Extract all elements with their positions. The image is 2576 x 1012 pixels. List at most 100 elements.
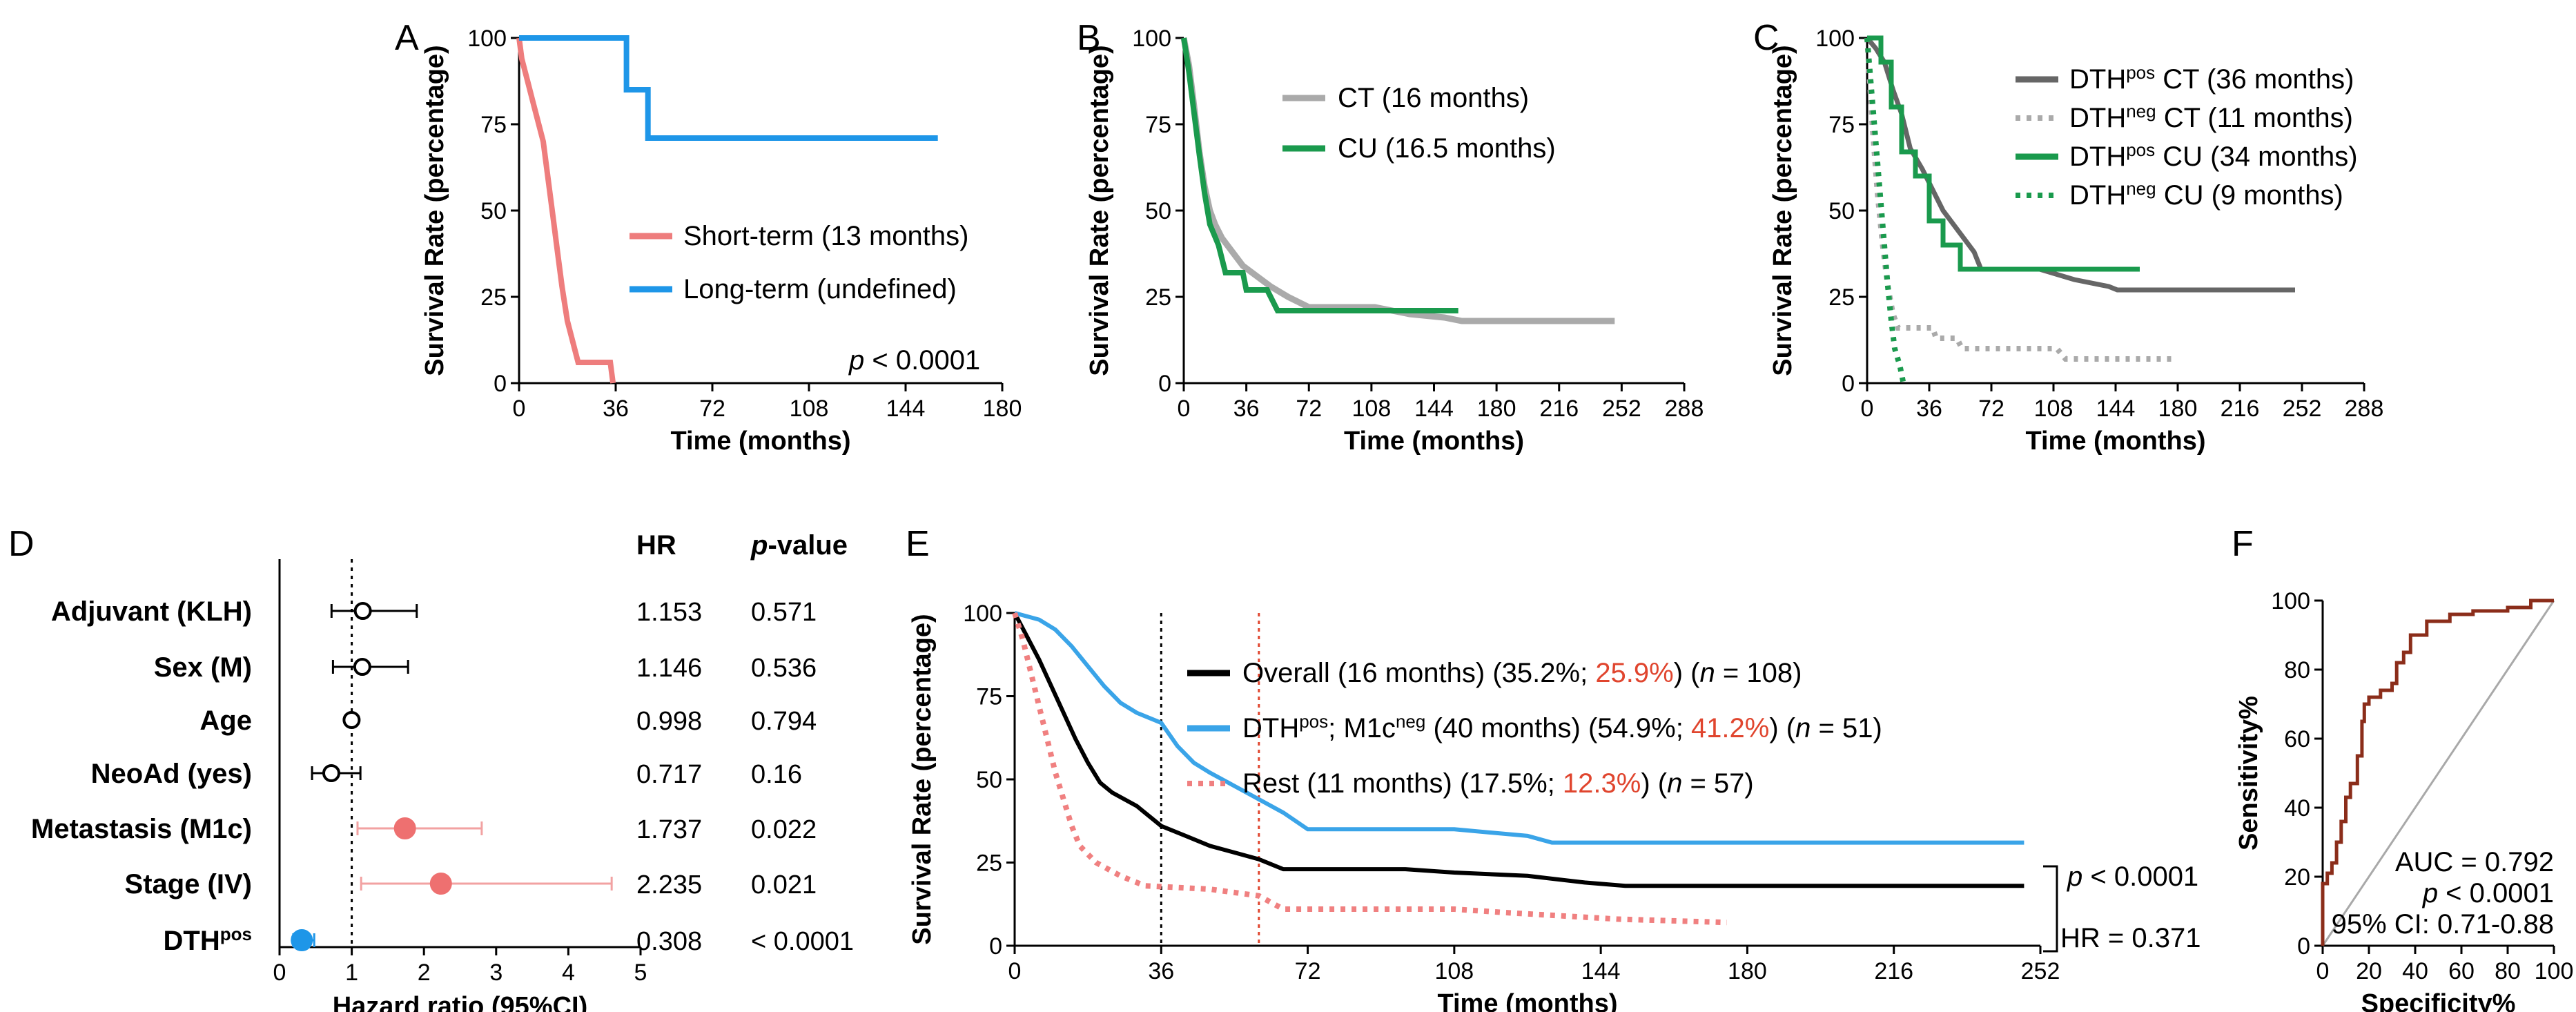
legend-text-main: DTH <box>1242 713 1299 743</box>
y-axis-title: Survival Rate (percentage) <box>1085 45 1114 376</box>
x-axis-title: Time (months) <box>670 427 850 456</box>
legend-text-post: ) ( <box>1769 713 1795 743</box>
legend-label-overall: Overall (16 months) (35.2%; 25.9%) (n = … <box>1242 658 1802 688</box>
legend-n-italic: n <box>1700 658 1715 688</box>
x-tick-label: 36 <box>1916 396 1942 422</box>
y-tick-label: 0 <box>2297 933 2310 960</box>
y-tick-label: 100 <box>2271 588 2310 614</box>
x-tick-label: 72 <box>1296 396 1322 422</box>
x-tick-label: 3 <box>489 960 502 986</box>
legend-text-rest: CU (9 months) <box>2156 180 2343 211</box>
series-line-short <box>516 37 616 384</box>
legend-superscript: pos <box>1299 711 1328 732</box>
y-tick-label: 0 <box>1158 371 1171 397</box>
legend-text-end: = 57) <box>1682 768 1753 799</box>
p-value: 0.794 <box>751 707 817 736</box>
x-tick-label: 108 <box>1352 396 1392 422</box>
x-axis-title: Time (months) <box>1437 989 1617 1012</box>
x-tick-label: 252 <box>2021 958 2060 984</box>
legend-text-pre: Overall (16 months) (35.2%; <box>1242 658 1595 688</box>
legend-label-dth_pos_cu: DTHpos CU (34 months) <box>2069 139 2358 172</box>
x-tick-label: 144 <box>2096 396 2136 422</box>
x-tick-label: 0 <box>513 396 526 422</box>
column-header-p: p-value <box>750 530 848 561</box>
legend-label-ct: CT (16 months) <box>1338 83 1529 113</box>
legend-text-post: ) ( <box>1641 768 1667 799</box>
legend-text-post: ) ( <box>1674 658 1700 688</box>
x-tick-label: 216 <box>2221 396 2260 422</box>
legend-superscript: neg <box>2126 178 2156 199</box>
p-value: 0.021 <box>751 870 817 899</box>
y-tick-label: 0 <box>989 933 1002 960</box>
panel-label-d: D <box>8 524 35 564</box>
y-tick-label: 0 <box>494 371 507 397</box>
x-tick-label: 108 <box>2034 396 2074 422</box>
hr-value: 1.146 <box>636 654 702 683</box>
x-tick-label: 180 <box>2158 396 2198 422</box>
legend-text-pre: Rest (11 months) (17.5%; <box>1242 768 1563 799</box>
legend-text-red: 25.9% <box>1595 658 1673 688</box>
x-tick-label: 180 <box>1728 958 1767 984</box>
y-tick-label: 50 <box>480 198 507 224</box>
series-line-overall <box>1013 612 2024 888</box>
hr-point <box>342 711 361 729</box>
y-tick-label: 100 <box>963 601 1002 627</box>
panel-b: B 0 36 72 108 144 180 216 252 288 0 25 50 75 100 Time (… <box>1077 18 1704 456</box>
p-value: < 0.0001 <box>751 927 854 956</box>
x-tick-label: 0 <box>1178 396 1191 422</box>
hr-value: 0.998 <box>636 707 702 736</box>
panel-f: F 0 20 40 60 80 100 0 20 40 60 80 100 Specificity% Sen… <box>2232 524 2573 1012</box>
legend-text-main: DTH <box>2069 64 2126 95</box>
hr-point <box>291 929 313 951</box>
hr-value: 2.235 <box>636 870 702 899</box>
legend-label-dthE: DTHpos; M1cneg (40 months) (54.9%; 41.2%… <box>1242 711 1882 743</box>
series-line-ct <box>1180 37 1615 324</box>
legend-superscript: neg <box>2126 101 2156 121</box>
y-tick-label: 100 <box>1132 26 1171 52</box>
series-line-restE <box>1012 612 1728 926</box>
roc-curve <box>2321 599 2554 946</box>
x-axis-title: Specificity% <box>2361 989 2516 1012</box>
series-line-dth_neg_ct <box>1864 37 2174 362</box>
p-value: 0.16 <box>751 760 802 789</box>
hr-value: 1.737 <box>636 815 702 844</box>
p-value: 0.571 <box>751 598 817 627</box>
y-tick-label: 25 <box>1828 284 1855 311</box>
y-tick-label: 50 <box>976 767 1002 793</box>
row-label: NeoAd (yes) <box>91 759 252 789</box>
row-label: Stage (IV) <box>125 869 252 899</box>
x-axis-title: Time (months) <box>1344 427 1524 456</box>
legend-label-restE: Rest (11 months) (17.5%; 12.3%) (n = 57) <box>1242 768 1754 799</box>
y-axis-title: Survival Rate (percentage) <box>908 614 937 944</box>
legend-label-cu: CU (16.5 months) <box>1338 133 1556 164</box>
p-value-text: < 0.0001 <box>2082 862 2198 892</box>
row-label: DTHpos <box>164 924 252 956</box>
legend-text-rest: CU (34 months) <box>2155 142 2357 172</box>
x-tick-label: 80 <box>2495 958 2521 984</box>
x-tick-label: 4 <box>562 960 575 986</box>
x-tick-label: 288 <box>2345 396 2384 422</box>
panel-d: D 0 1 2 3 4 5 Hazard ratio (95%CI) HR p-value Adju… <box>8 524 854 1012</box>
p-value-text: < 0.0001 <box>2438 878 2554 908</box>
hr-value: 1.153 <box>636 598 702 627</box>
legend-label-dth_pos_ct: DTHpos CT (36 months) <box>2069 62 2354 95</box>
y-tick-label: 50 <box>1828 198 1855 224</box>
hr-point <box>353 602 372 620</box>
y-tick-label: 20 <box>2284 864 2310 891</box>
x-tick-label: 72 <box>1978 396 2004 422</box>
hr-value: 0.308 <box>636 927 702 956</box>
row-label: Age <box>199 706 252 736</box>
series-line-long <box>519 35 938 141</box>
legend-superscript: neg <box>1396 711 1425 732</box>
panel-label-f: F <box>2232 524 2254 564</box>
legend-label-short: Short-term (13 months) <box>683 221 968 251</box>
x-tick-label: 72 <box>1295 958 1321 984</box>
legend-label-dth_neg_ct: DTHneg CT (11 months) <box>2069 101 2353 133</box>
panel-label-e: E <box>906 524 930 564</box>
p-italic: p <box>2422 878 2438 908</box>
roc-p-value: p < 0.0001 <box>2422 878 2554 908</box>
x-tick-label: 0 <box>1008 958 1022 984</box>
x-tick-label: 288 <box>1665 396 1704 422</box>
x-tick-label: 180 <box>1477 396 1516 422</box>
x-tick-label: 252 <box>2283 396 2322 422</box>
